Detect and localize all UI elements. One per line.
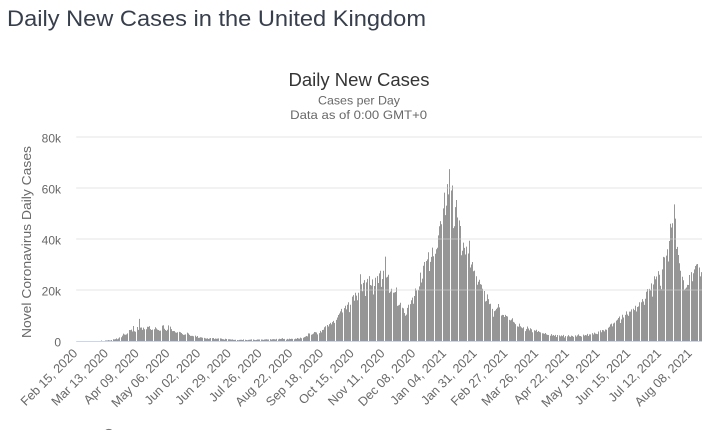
svg-text:Novel Coronavirus Daily Cases: Novel Coronavirus Daily Cases	[19, 145, 34, 338]
svg-text:20k: 20k	[42, 285, 62, 299]
svg-text:60k: 60k	[42, 183, 62, 197]
svg-text:Daily New Cases in the United: Daily New Cases in the United Kingdom	[7, 6, 426, 31]
svg-text:40k: 40k	[42, 234, 62, 248]
svg-text:Daily New Cases: Daily New Cases	[289, 69, 430, 90]
svg-text:0: 0	[54, 336, 61, 350]
svg-text:Cases per Day: Cases per Day	[318, 93, 401, 107]
svg-text:80k: 80k	[42, 132, 62, 146]
svg-text:Data as of 0:00 GMT+0: Data as of 0:00 GMT+0	[290, 108, 427, 122]
